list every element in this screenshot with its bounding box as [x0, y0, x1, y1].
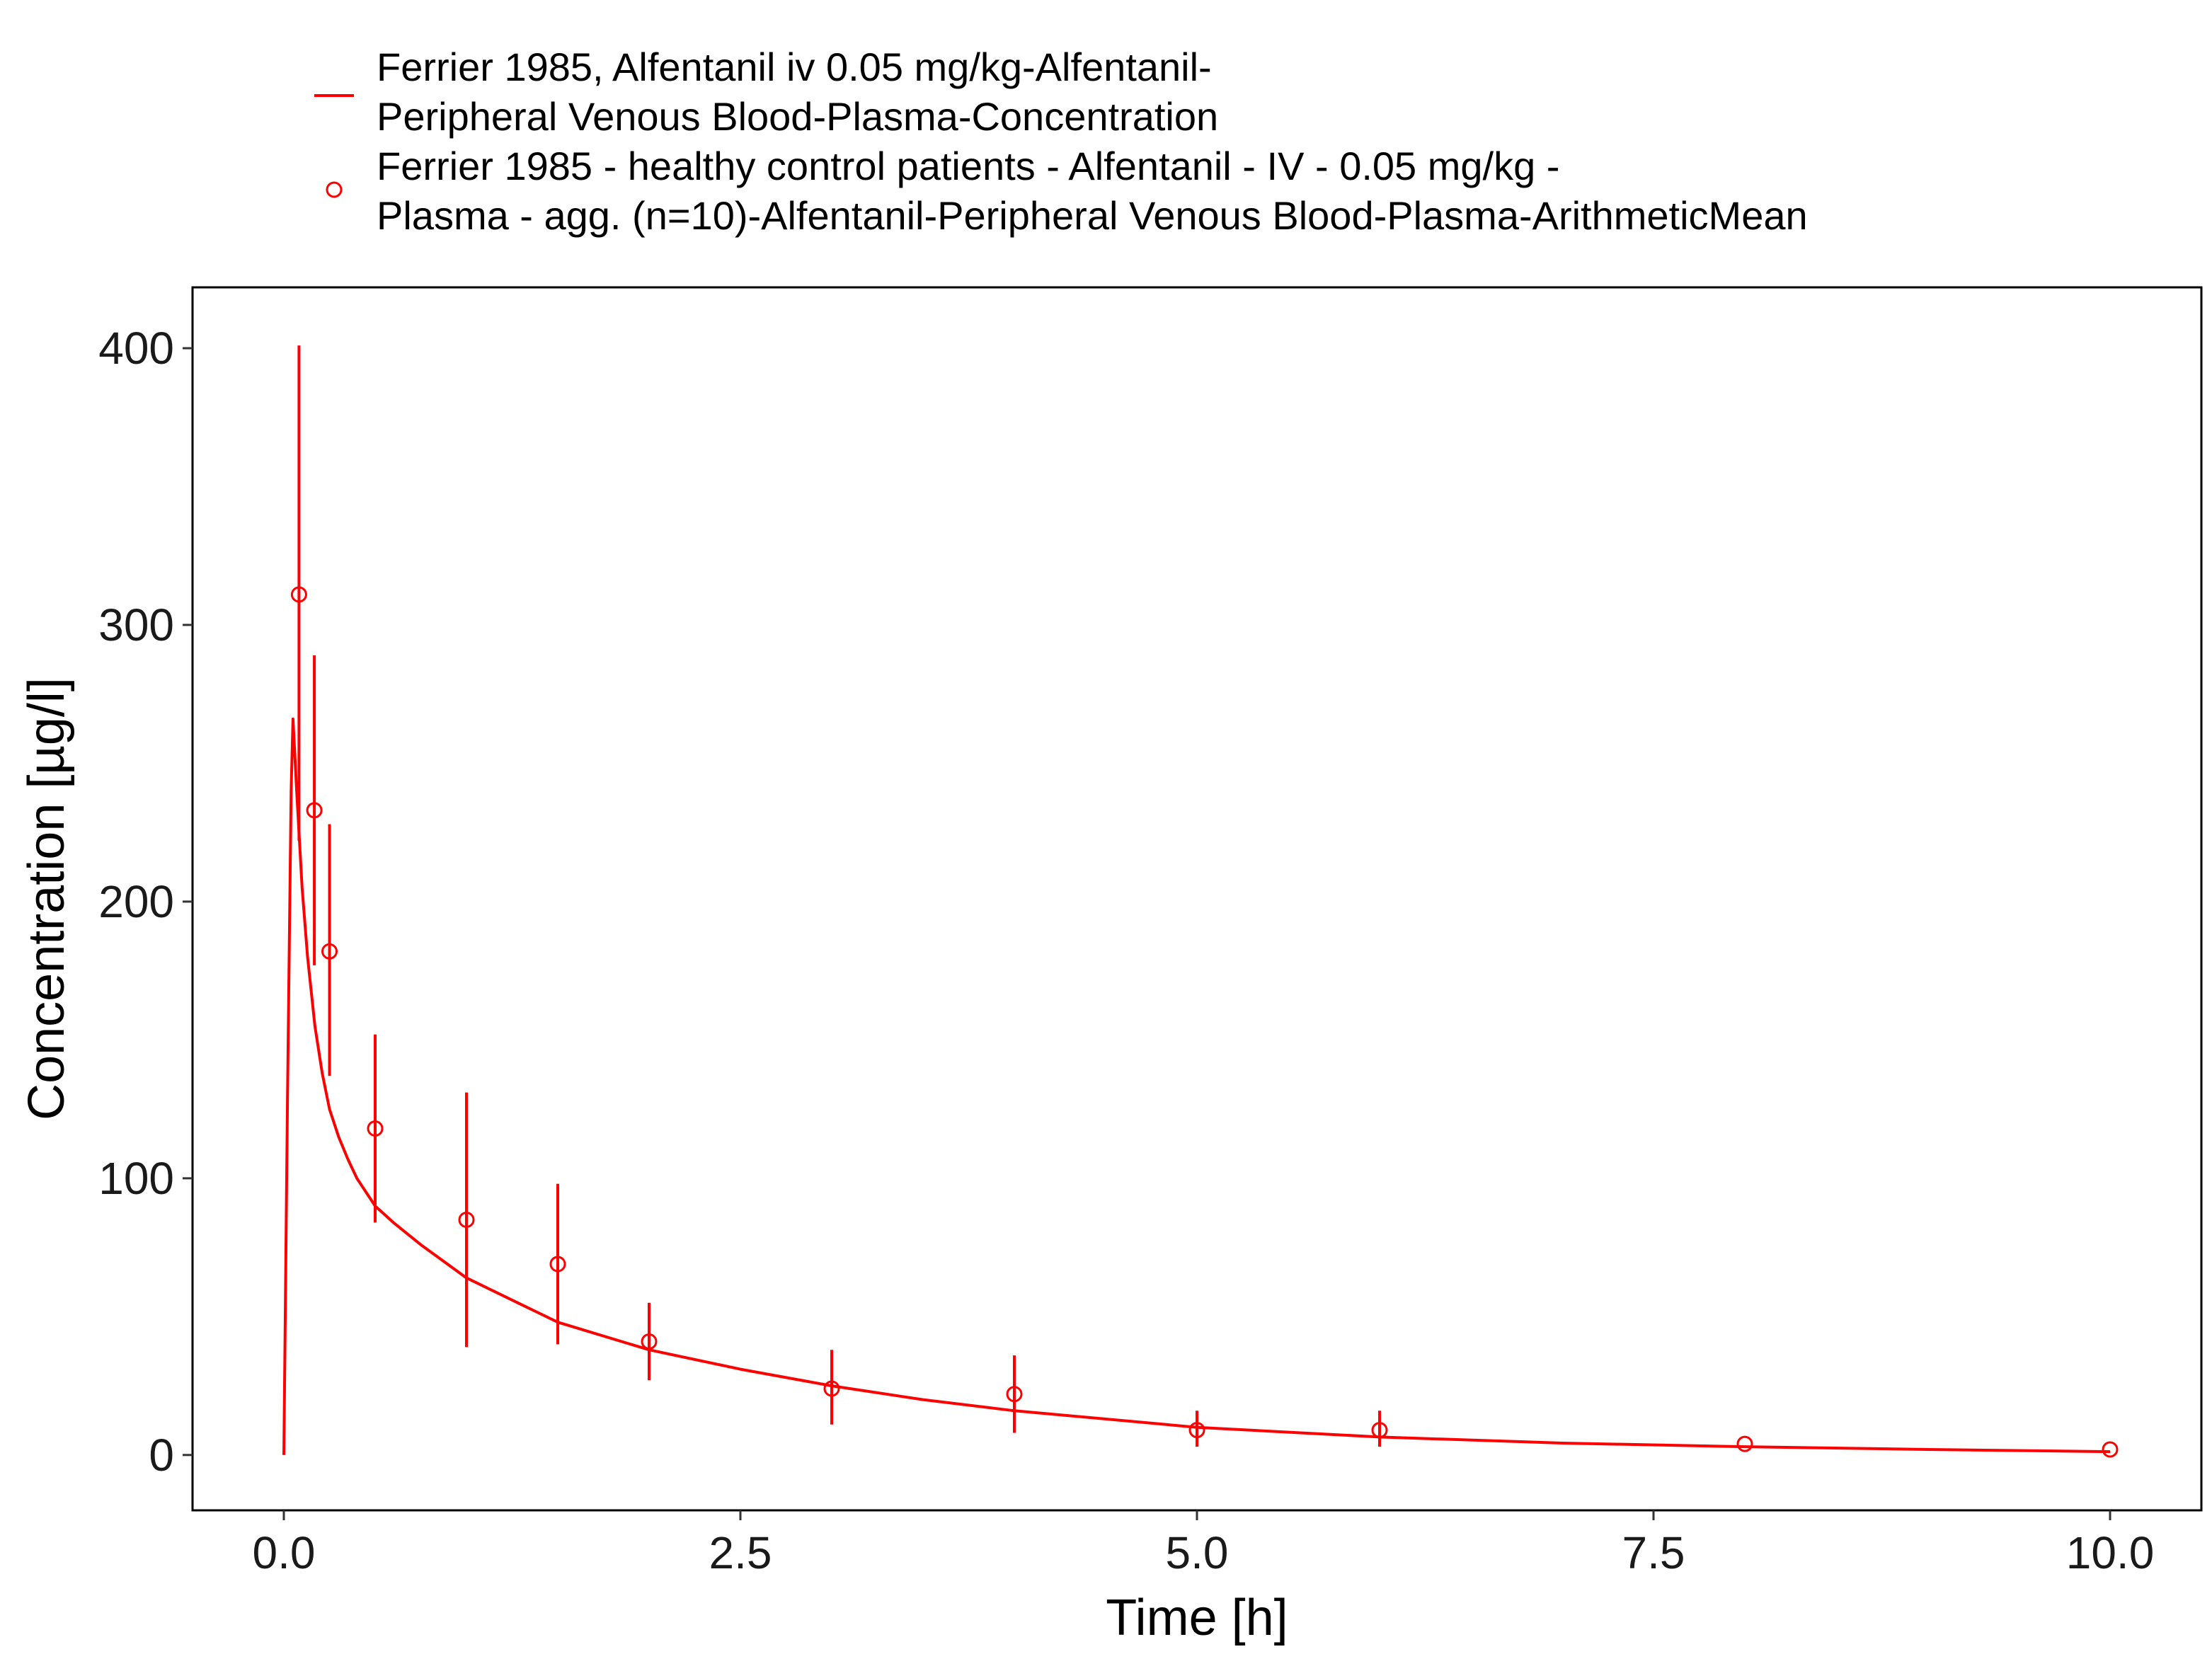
observed-point	[823, 1380, 840, 1397]
legend-entry-2-line-1: Ferrier 1985 - healthy control patients …	[377, 144, 1559, 188]
observed-point	[290, 586, 307, 603]
legend-entry-2-line-2: Plasma - agg. (n=10)-Alfentanil-Peripher…	[377, 193, 1808, 238]
observed-point	[2102, 1441, 2119, 1458]
y-axis-title: Concentration [µg/l]	[18, 677, 75, 1120]
observed-point	[1371, 1422, 1388, 1439]
observed-point	[321, 943, 338, 960]
x-tick-label: 10.0	[2066, 1527, 2155, 1578]
plot-panel	[191, 286, 2203, 1512]
x-tick-label: 2.5	[709, 1527, 772, 1578]
y-tick-label: 0	[149, 1430, 174, 1481]
y-tick-label: 400	[98, 323, 174, 374]
y-axis: 0 100 200 300 400	[98, 323, 193, 1481]
legend-marker-key	[326, 181, 343, 198]
legend-entry-1-line-2: Peripheral Venous Blood-Plasma-Concentra…	[377, 94, 1218, 139]
observed-point	[549, 1256, 566, 1273]
observed-point	[1188, 1422, 1205, 1439]
x-axis-title: Time [h]	[1106, 1590, 1288, 1646]
x-tick-label: 5.0	[1166, 1527, 1229, 1578]
x-tick-label: 0.0	[253, 1527, 316, 1578]
observed-point	[367, 1120, 384, 1137]
plot-marks	[282, 345, 2119, 1458]
observed-point	[458, 1212, 475, 1229]
legend-entry-1-line-1: Ferrier 1985, Alfentanil iv 0.05 mg/kg-A…	[377, 45, 1212, 89]
observed-point	[1006, 1386, 1023, 1403]
observed-point	[1736, 1435, 1753, 1452]
y-tick-label: 300	[98, 599, 174, 650]
legend: Ferrier 1985, Alfentanil iv 0.05 mg/kg-A…	[314, 45, 1808, 238]
x-axis: 0.0 2.5 5.0 7.5 10.0	[253, 1510, 2155, 1578]
observed-point	[306, 802, 323, 819]
simulation-line	[282, 717, 2111, 1455]
y-tick-label: 200	[98, 876, 174, 927]
observed-point	[641, 1333, 658, 1350]
x-tick-label: 7.5	[1622, 1527, 1685, 1578]
y-tick-label: 100	[98, 1153, 174, 1204]
